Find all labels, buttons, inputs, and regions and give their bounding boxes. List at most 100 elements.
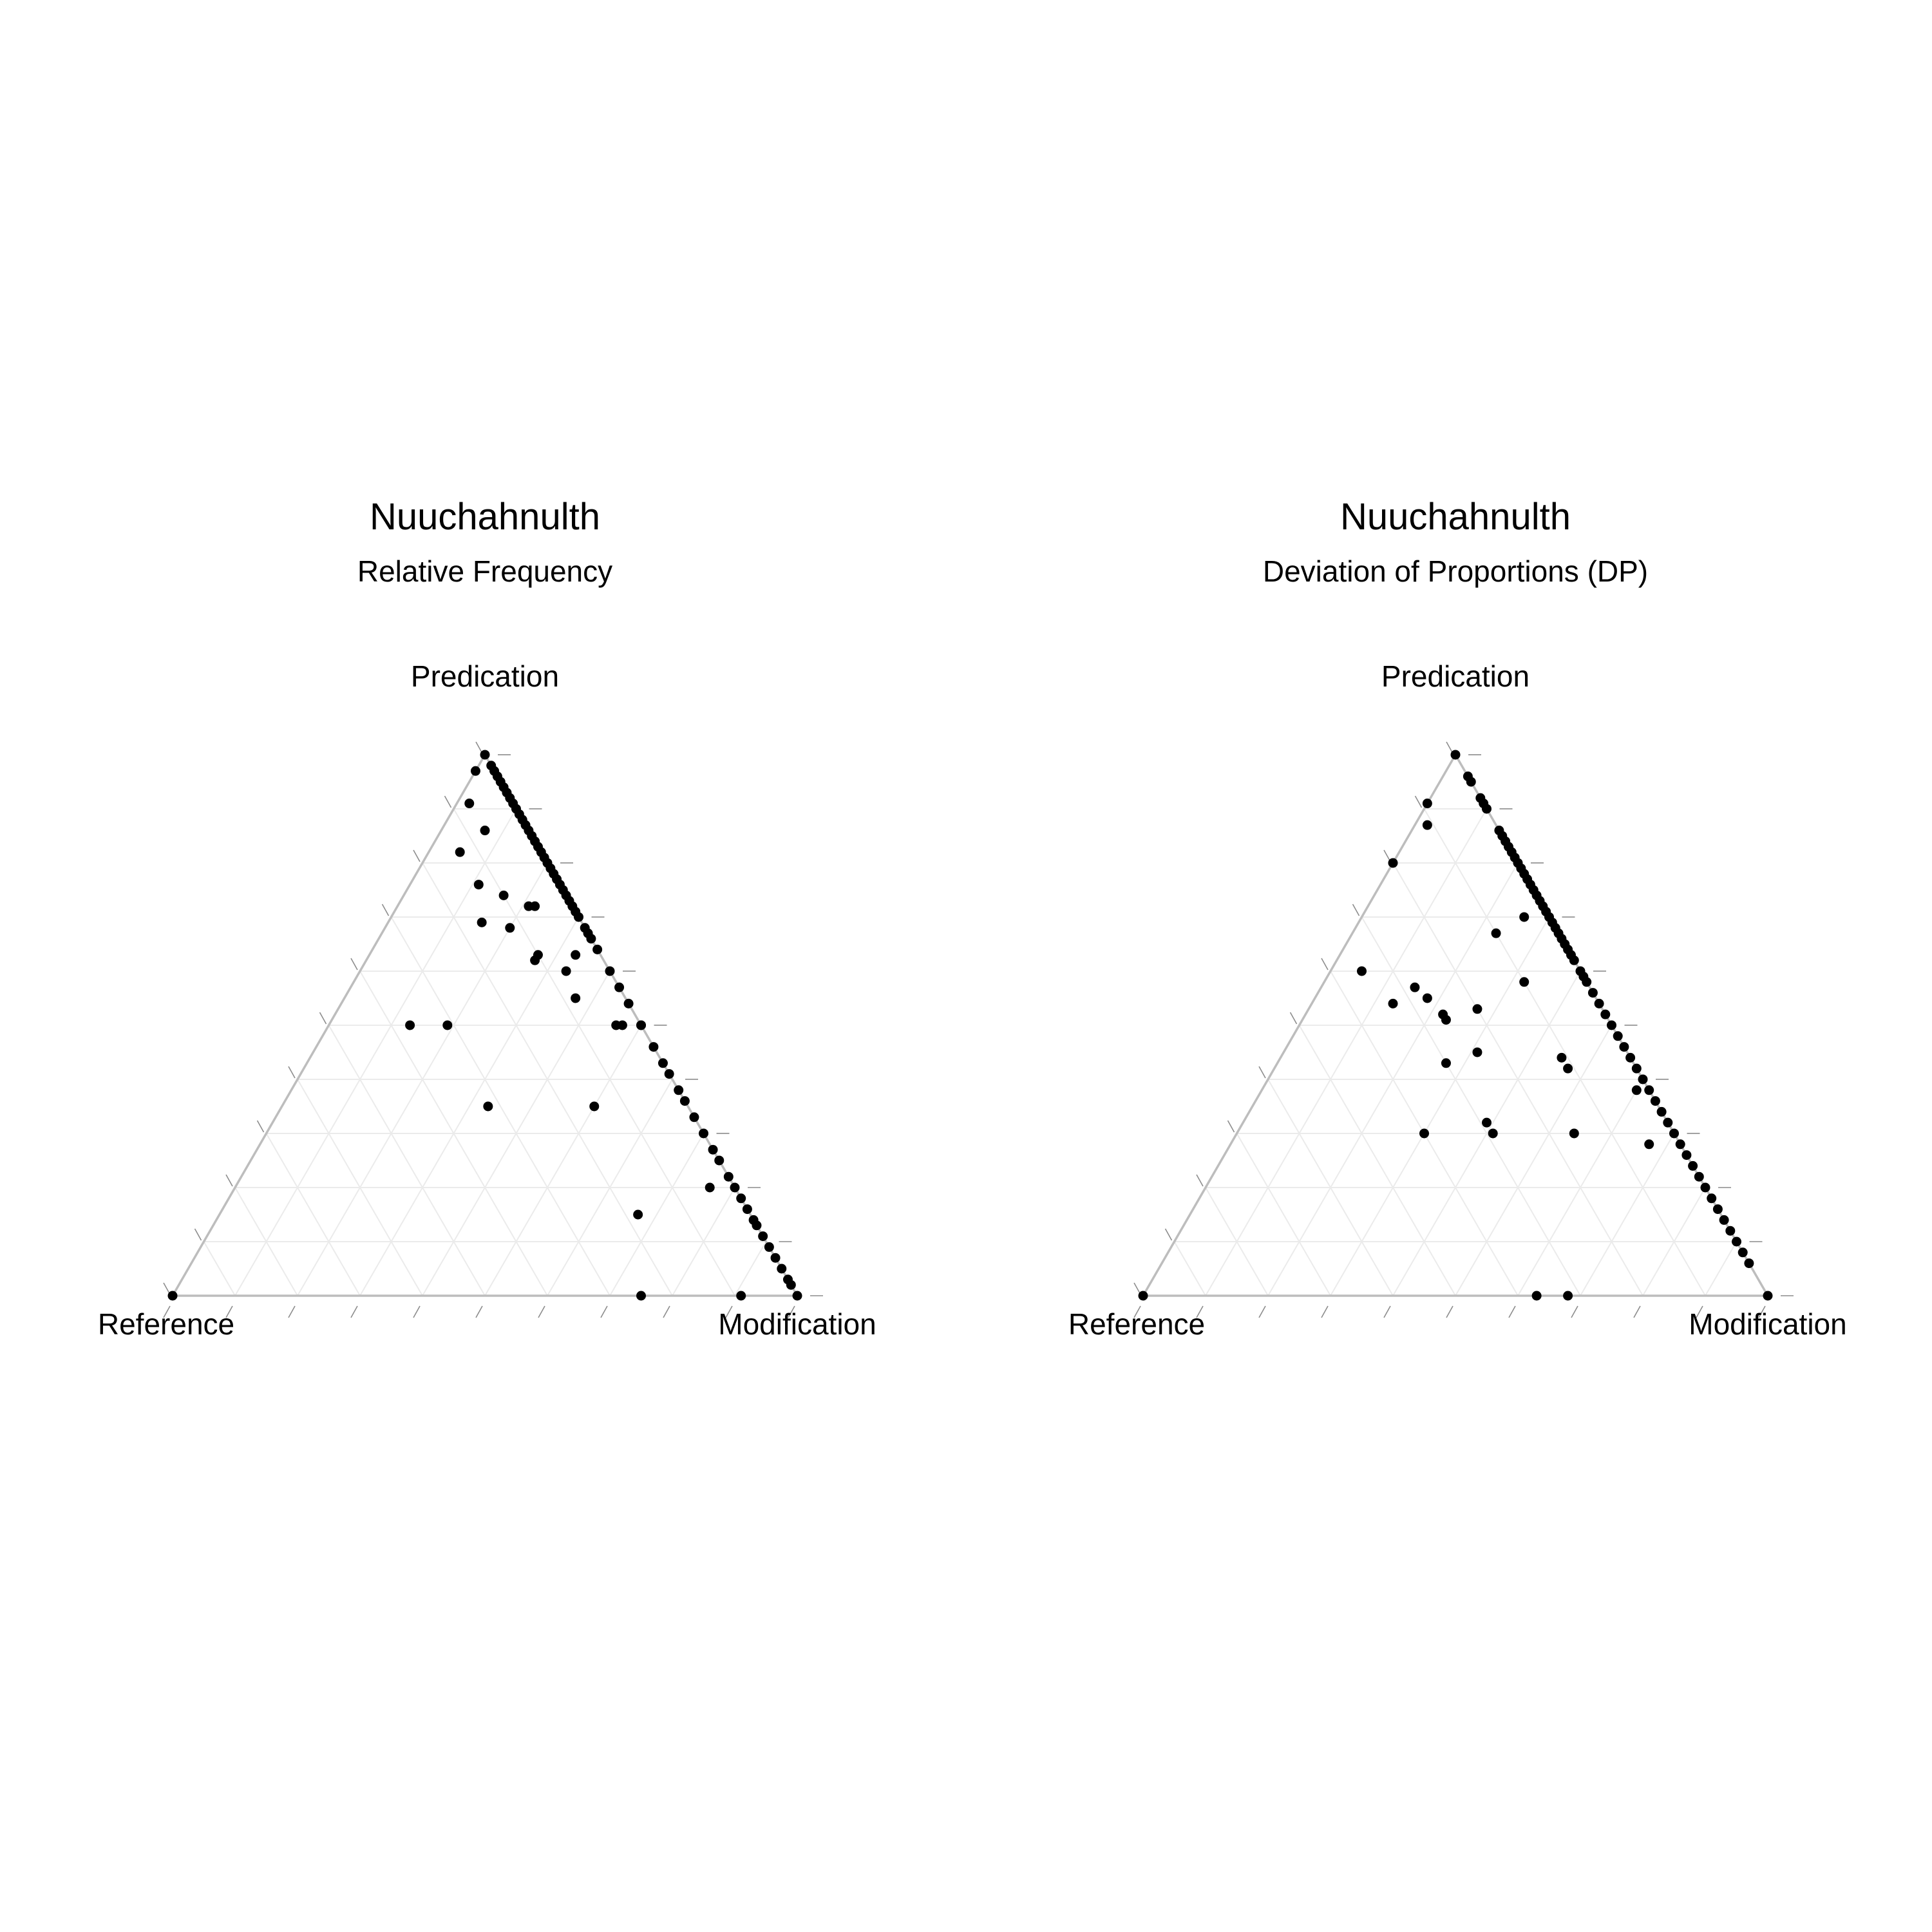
ternary-grid — [1173, 808, 1738, 1296]
tick-left — [163, 1282, 171, 1295]
grid-line-reference — [1298, 1025, 1456, 1296]
data-point — [1582, 977, 1592, 987]
tick-bottom — [1508, 1305, 1516, 1318]
tick-left — [444, 795, 452, 808]
data-point — [470, 766, 480, 776]
data-point — [530, 901, 540, 911]
tick-bottom — [1321, 1305, 1329, 1318]
data-point — [636, 1020, 646, 1030]
data-point — [777, 1264, 787, 1274]
data-point — [758, 1231, 768, 1242]
data-point — [505, 923, 515, 933]
data-point — [1613, 1031, 1623, 1041]
tick-bottom — [1196, 1305, 1204, 1318]
data-point — [1656, 1106, 1667, 1117]
grid-line-modification — [547, 1079, 673, 1296]
data-point — [1488, 1128, 1498, 1139]
data-point — [1388, 858, 1398, 868]
tick-bottom — [1696, 1305, 1703, 1318]
grid-line-modification — [1517, 1079, 1643, 1296]
chart-subtitle: Deviation of Proportions (DP) — [1263, 554, 1648, 588]
tick-bottom — [600, 1305, 608, 1318]
data-point — [736, 1291, 746, 1301]
tick-left — [1258, 1066, 1266, 1079]
data-point — [1466, 777, 1476, 787]
tick-bottom — [475, 1305, 483, 1318]
data-point — [405, 1020, 415, 1030]
data-point — [1644, 1085, 1654, 1095]
data-point — [1669, 1128, 1679, 1139]
tick-bottom — [163, 1305, 171, 1318]
tick-left — [1227, 1120, 1235, 1133]
ternary-panel-dp: Nuuchahnulth Deviation of Proportions (DP… — [1068, 496, 1847, 1341]
grid-line-modification — [234, 808, 517, 1296]
data-point — [1625, 1052, 1636, 1063]
grid-line-modification — [1705, 1241, 1738, 1296]
tick-bottom — [1446, 1305, 1454, 1318]
grid-line-modification — [734, 1241, 767, 1296]
tick-left — [194, 1228, 202, 1241]
ternary-panel-relative-frequency: Nuuchahnulth Relative Frequency Predicatio… — [98, 496, 876, 1341]
data-points — [167, 750, 802, 1301]
data-point — [723, 1171, 734, 1182]
data-point — [792, 1291, 802, 1301]
data-point — [614, 982, 625, 992]
data-point — [633, 1209, 643, 1220]
tick-left — [1414, 795, 1423, 808]
data-point — [571, 950, 581, 960]
data-point — [708, 1144, 718, 1155]
data-point — [605, 966, 615, 976]
grid-line-reference — [1205, 1187, 1269, 1296]
tick-left — [288, 1066, 296, 1079]
grid-line-modification — [484, 1025, 642, 1296]
data-point — [1719, 1215, 1729, 1225]
tick-left — [319, 1012, 327, 1025]
data-point — [617, 1020, 627, 1030]
data-point — [1707, 1193, 1717, 1204]
tick-left — [1133, 1282, 1141, 1295]
data-points — [1138, 750, 1773, 1301]
data-point — [1600, 1009, 1611, 1019]
grid-line-modification — [1455, 1025, 1613, 1296]
grid-line-modification — [359, 916, 580, 1296]
grid-line-reference — [1361, 916, 1581, 1296]
data-point — [764, 1242, 774, 1252]
tick-bottom — [788, 1305, 795, 1318]
data-point — [1557, 1052, 1567, 1063]
vertex-label-modification: Modification — [718, 1307, 876, 1341]
data-point — [1519, 912, 1530, 922]
data-point — [1638, 1074, 1648, 1084]
data-point — [167, 1291, 178, 1301]
data-point — [1519, 977, 1530, 987]
tick-left — [475, 741, 483, 754]
data-point — [1763, 1291, 1773, 1301]
grid-line-modification — [1580, 1133, 1675, 1296]
data-point — [477, 917, 487, 927]
tick-bottom — [725, 1305, 733, 1318]
data-point — [483, 1101, 493, 1112]
data-point — [730, 1182, 740, 1193]
data-point — [498, 890, 509, 900]
data-point — [1472, 1047, 1482, 1057]
data-point — [1663, 1117, 1673, 1128]
tick-bottom — [413, 1305, 421, 1318]
data-point — [574, 912, 583, 922]
tick-bottom — [1133, 1305, 1141, 1318]
tick-left — [225, 1174, 233, 1187]
grid-line-reference — [1423, 808, 1706, 1296]
vertex-label-modification: Modification — [1689, 1307, 1846, 1341]
data-point — [674, 1085, 684, 1095]
data-point — [1357, 966, 1367, 976]
data-point — [623, 998, 634, 1009]
data-point — [1688, 1160, 1698, 1171]
grid-line-modification — [1205, 808, 1488, 1296]
data-point — [1410, 982, 1420, 992]
grid-line-reference — [1173, 1241, 1206, 1296]
tick-bottom — [1571, 1305, 1578, 1318]
data-point — [1388, 998, 1398, 1009]
tick-left — [1321, 958, 1329, 971]
tick-left — [381, 904, 390, 916]
data-point — [1441, 1015, 1451, 1025]
data-point — [586, 934, 596, 944]
data-point — [1700, 1182, 1710, 1193]
